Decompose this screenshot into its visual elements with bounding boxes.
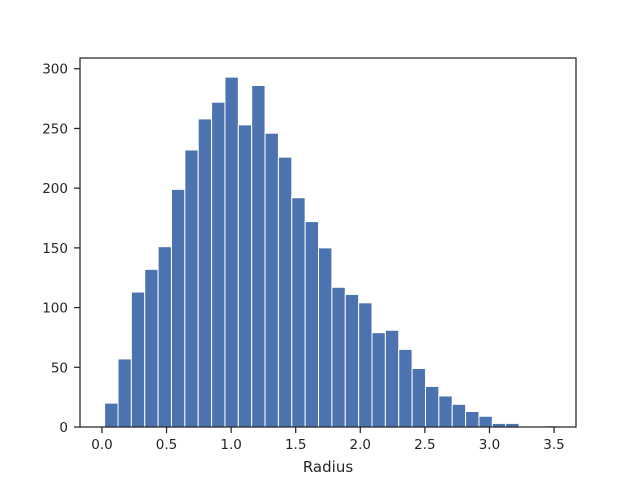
y-tick-label: 250 [42,121,68,137]
histogram-bar [291,197,306,428]
x-tick-label: 2.0 [350,437,371,453]
histogram-bar [465,410,480,428]
y-axis-ticks: 0 50 100 150 200 250 300 [42,62,80,436]
histogram-bar [104,402,119,428]
histogram-bar [384,329,400,428]
histogram-bar [318,247,333,428]
x-tick-label: 0.5 [156,437,177,453]
histogram-bar [237,124,253,428]
histogram-bar [264,132,279,428]
x-tick-label: 3.5 [543,437,564,453]
histogram-bar [170,188,186,428]
histogram-bar [371,332,386,428]
plot-frame [79,57,577,428]
histogram-bar [398,348,413,428]
histogram-bar [331,286,346,428]
histogram-bar [424,385,440,428]
x-axis-ticks: 0.0 0.5 1.0 1.5 2.0 2.5 3.0 3.5 [91,427,565,453]
histogram-bar [144,268,159,428]
x-tick-label: 1.0 [220,437,241,453]
histogram-bar [438,395,453,428]
x-tick-label: 1.5 [285,437,306,453]
histogram-bar [184,149,199,428]
histogram-bar [358,302,373,428]
y-tick-label: 150 [42,241,68,257]
histogram-bar [117,358,132,428]
y-tick-label: 50 [51,360,68,376]
x-tick-label: 0.0 [91,437,112,453]
histogram-bar [197,118,213,428]
y-tick-label: 0 [59,420,68,436]
x-tick-label: 2.5 [414,437,435,453]
y-tick-label: 100 [42,301,68,317]
histogram-bars [104,76,560,428]
histogram-bar [224,76,239,428]
histogram-bar [211,101,226,428]
y-tick-label: 200 [42,181,68,197]
x-tick-label: 3.0 [479,437,500,453]
histogram-bar [277,156,293,428]
histogram-bar [130,291,146,428]
histogram-bar [451,403,467,428]
histogram-bar [478,415,493,428]
histogram-bar [344,293,360,428]
histogram-bar [304,221,320,428]
y-tick-label: 300 [42,62,68,78]
histogram-bar [411,367,426,428]
histogram-bar [251,84,266,428]
x-axis-title: Radius [303,458,353,476]
histogram-bar [157,246,172,428]
